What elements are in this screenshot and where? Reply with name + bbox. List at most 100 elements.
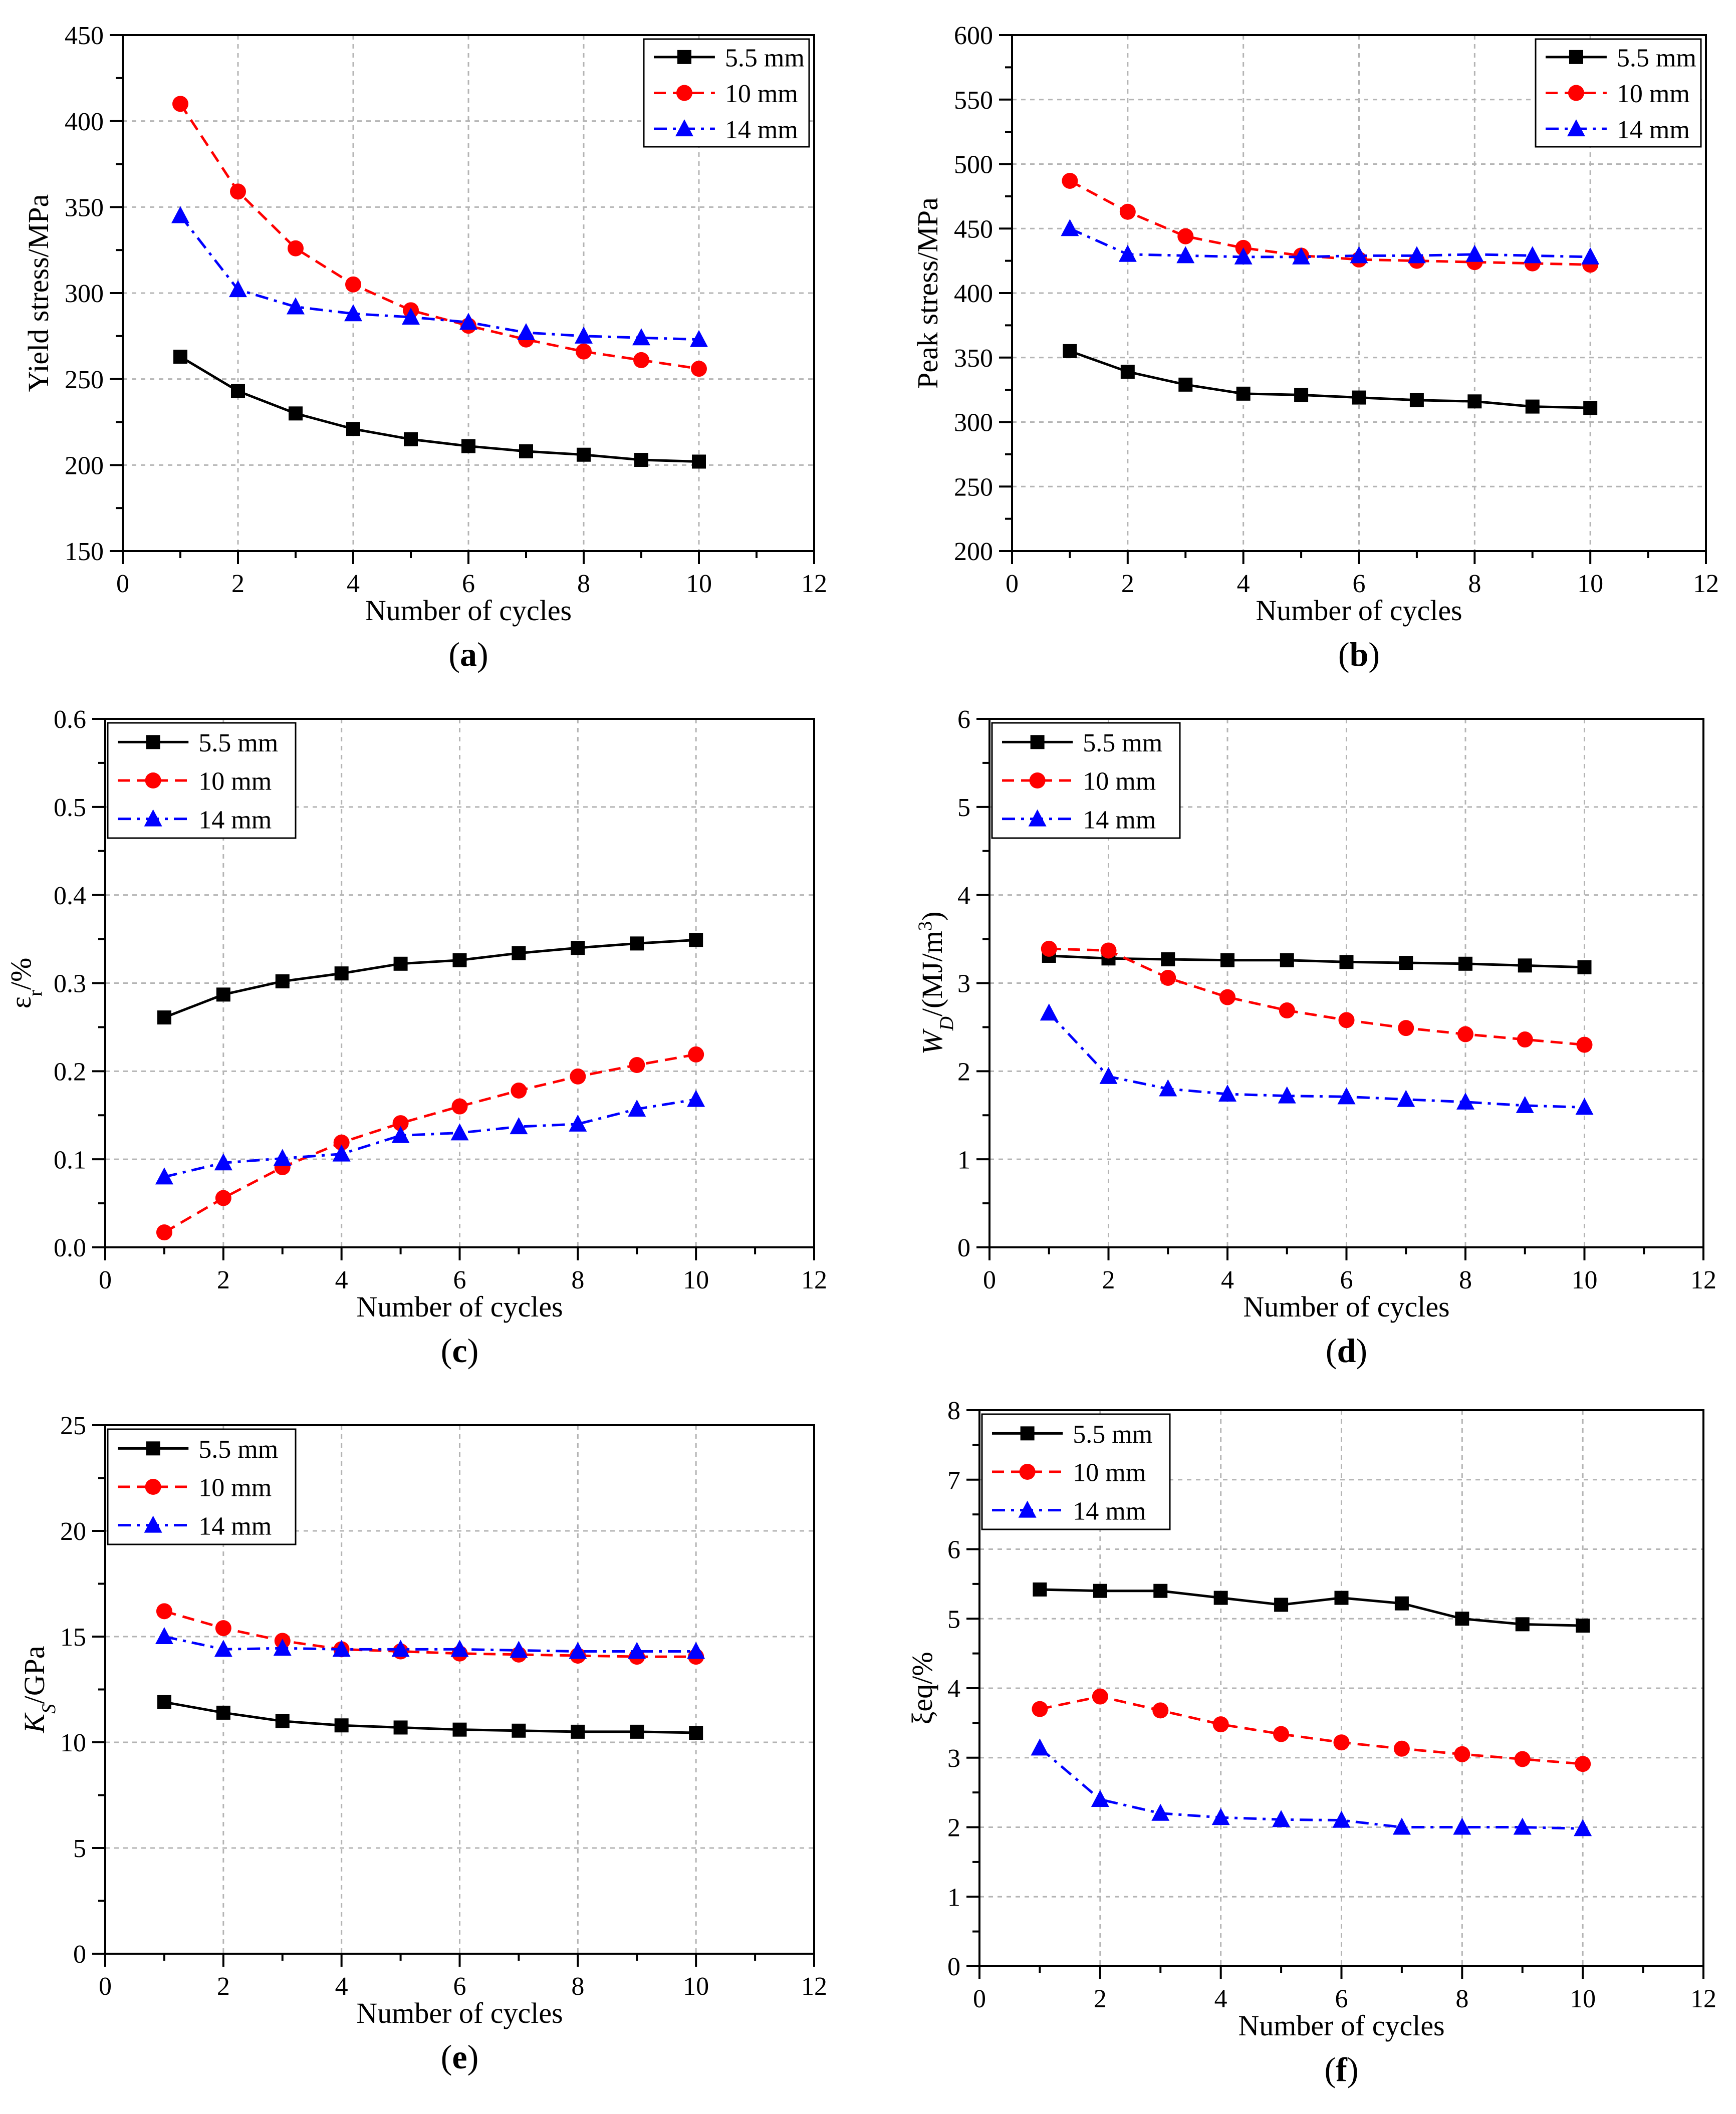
series-line bbox=[164, 1610, 696, 1658]
panel-caption-open: ( bbox=[441, 1332, 452, 1370]
data-point bbox=[1292, 247, 1311, 265]
y-axis-label-sup: 3 bbox=[914, 921, 935, 931]
legend-marker bbox=[145, 1479, 161, 1495]
x-tick-label: 2 bbox=[231, 570, 244, 598]
y-tick-label: 550 bbox=[954, 86, 993, 115]
data-point bbox=[1577, 960, 1592, 974]
data-point bbox=[1100, 942, 1117, 959]
data-point bbox=[1525, 399, 1540, 414]
data-point bbox=[688, 1046, 704, 1063]
panel-caption-close: ) bbox=[467, 2038, 479, 2076]
data-point bbox=[155, 1167, 173, 1185]
data-point bbox=[391, 1640, 410, 1657]
y-tick-label: 0.5 bbox=[54, 794, 86, 822]
data-point bbox=[1467, 394, 1482, 409]
data-point bbox=[216, 1705, 230, 1720]
data-point bbox=[1398, 1020, 1414, 1036]
y-axis-label: KS/GPa bbox=[18, 1646, 60, 1733]
data-point bbox=[689, 1726, 703, 1740]
x-tick-label: 10 bbox=[683, 1972, 709, 2001]
x-tick-label: 8 bbox=[571, 1266, 584, 1294]
panel-caption-close: ) bbox=[1347, 2050, 1359, 2088]
panel-caption-close: ) bbox=[467, 1332, 479, 1370]
data-point bbox=[1120, 365, 1135, 379]
data-point bbox=[273, 1639, 292, 1656]
x-tick-label: 6 bbox=[453, 1972, 466, 2001]
data-point bbox=[332, 1640, 351, 1657]
legend-label: 10 mm bbox=[1073, 1459, 1146, 1487]
data-point bbox=[510, 1117, 528, 1135]
legend-label: 14 mm bbox=[1073, 1497, 1146, 1525]
data-point bbox=[1516, 1096, 1534, 1113]
y-tick-label: 10 bbox=[60, 1729, 86, 1757]
series-10-mm bbox=[156, 1046, 704, 1241]
data-point bbox=[214, 1640, 232, 1657]
x-axis-label: Number of cycles bbox=[1256, 594, 1462, 627]
data-point bbox=[517, 323, 535, 340]
data-point bbox=[459, 313, 477, 330]
series-14-mm bbox=[1061, 219, 1600, 265]
legend-label: 14 mm bbox=[198, 806, 272, 834]
data-point bbox=[1513, 1817, 1532, 1835]
data-point bbox=[1392, 1817, 1411, 1835]
data-point bbox=[287, 297, 305, 315]
y-axis-label-main: ε bbox=[5, 996, 37, 1008]
data-point bbox=[570, 1068, 586, 1085]
plot-frame bbox=[978, 1409, 1704, 1967]
data-point bbox=[1350, 246, 1368, 263]
y-tick-label: 150 bbox=[65, 538, 104, 566]
data-point bbox=[273, 1149, 292, 1166]
data-point bbox=[1576, 1619, 1590, 1633]
data-point bbox=[1152, 1702, 1169, 1719]
data-point bbox=[1575, 1098, 1594, 1115]
data-point bbox=[1234, 247, 1253, 265]
y-tick-label: 1 bbox=[957, 1146, 970, 1174]
x-tick-label: 10 bbox=[1572, 1266, 1598, 1294]
data-point bbox=[156, 1224, 172, 1241]
plot-frame bbox=[104, 718, 815, 1248]
x-tick-label: 8 bbox=[1459, 1266, 1472, 1294]
data-point bbox=[1274, 1598, 1289, 1612]
data-point bbox=[1575, 1756, 1591, 1772]
data-point bbox=[332, 1144, 351, 1162]
y-tick-label: 250 bbox=[954, 473, 993, 501]
data-point bbox=[450, 1123, 469, 1141]
y-tick-label: 0 bbox=[957, 1234, 970, 1262]
legend-marker bbox=[1567, 119, 1585, 137]
x-tick-label: 4 bbox=[1221, 1266, 1234, 1294]
x-tick-label: 10 bbox=[1577, 570, 1603, 598]
panel-caption-open: ( bbox=[1326, 1332, 1337, 1370]
legend-marker bbox=[1029, 772, 1046, 788]
x-tick-label: 0 bbox=[1006, 570, 1019, 598]
x-axis-label: Number of cycles bbox=[365, 594, 572, 627]
data-point bbox=[1515, 1617, 1530, 1632]
legend-label: 14 mm bbox=[1083, 806, 1156, 834]
legend-label: 5.5 mm bbox=[198, 1435, 278, 1464]
y-axis-label: Yield stress/MPa bbox=[22, 194, 55, 392]
data-point bbox=[1212, 1716, 1229, 1733]
data-point bbox=[512, 946, 526, 960]
y-tick-label: 500 bbox=[954, 151, 993, 179]
legend: 5.5 mm 10 mm 14 mm bbox=[643, 38, 810, 148]
x-tick-label: 4 bbox=[1214, 1985, 1227, 2013]
x-tick-label: 6 bbox=[1335, 1985, 1348, 2013]
y-axis-label-main: K bbox=[18, 1712, 51, 1734]
x-tick-label: 4 bbox=[347, 570, 360, 598]
data-point bbox=[1118, 244, 1137, 262]
data-point bbox=[1279, 1002, 1295, 1019]
x-tick-label: 8 bbox=[1468, 570, 1481, 598]
x-tick-label: 2 bbox=[1121, 570, 1134, 598]
panel-caption-letter: b bbox=[1350, 635, 1369, 673]
x-axis-label: Number of cycles bbox=[356, 1290, 563, 1323]
y-axis-label: ξeq/% bbox=[906, 1652, 938, 1724]
panel-caption-close: ) bbox=[1368, 635, 1380, 673]
data-point bbox=[334, 1718, 349, 1733]
y-tick-label: 250 bbox=[65, 366, 104, 394]
data-point bbox=[633, 352, 649, 368]
data-point bbox=[577, 447, 591, 462]
data-point bbox=[1583, 401, 1598, 415]
data-point bbox=[630, 936, 644, 951]
series-14-mm bbox=[171, 206, 708, 347]
data-point bbox=[1273, 1726, 1290, 1742]
data-point bbox=[691, 361, 707, 377]
